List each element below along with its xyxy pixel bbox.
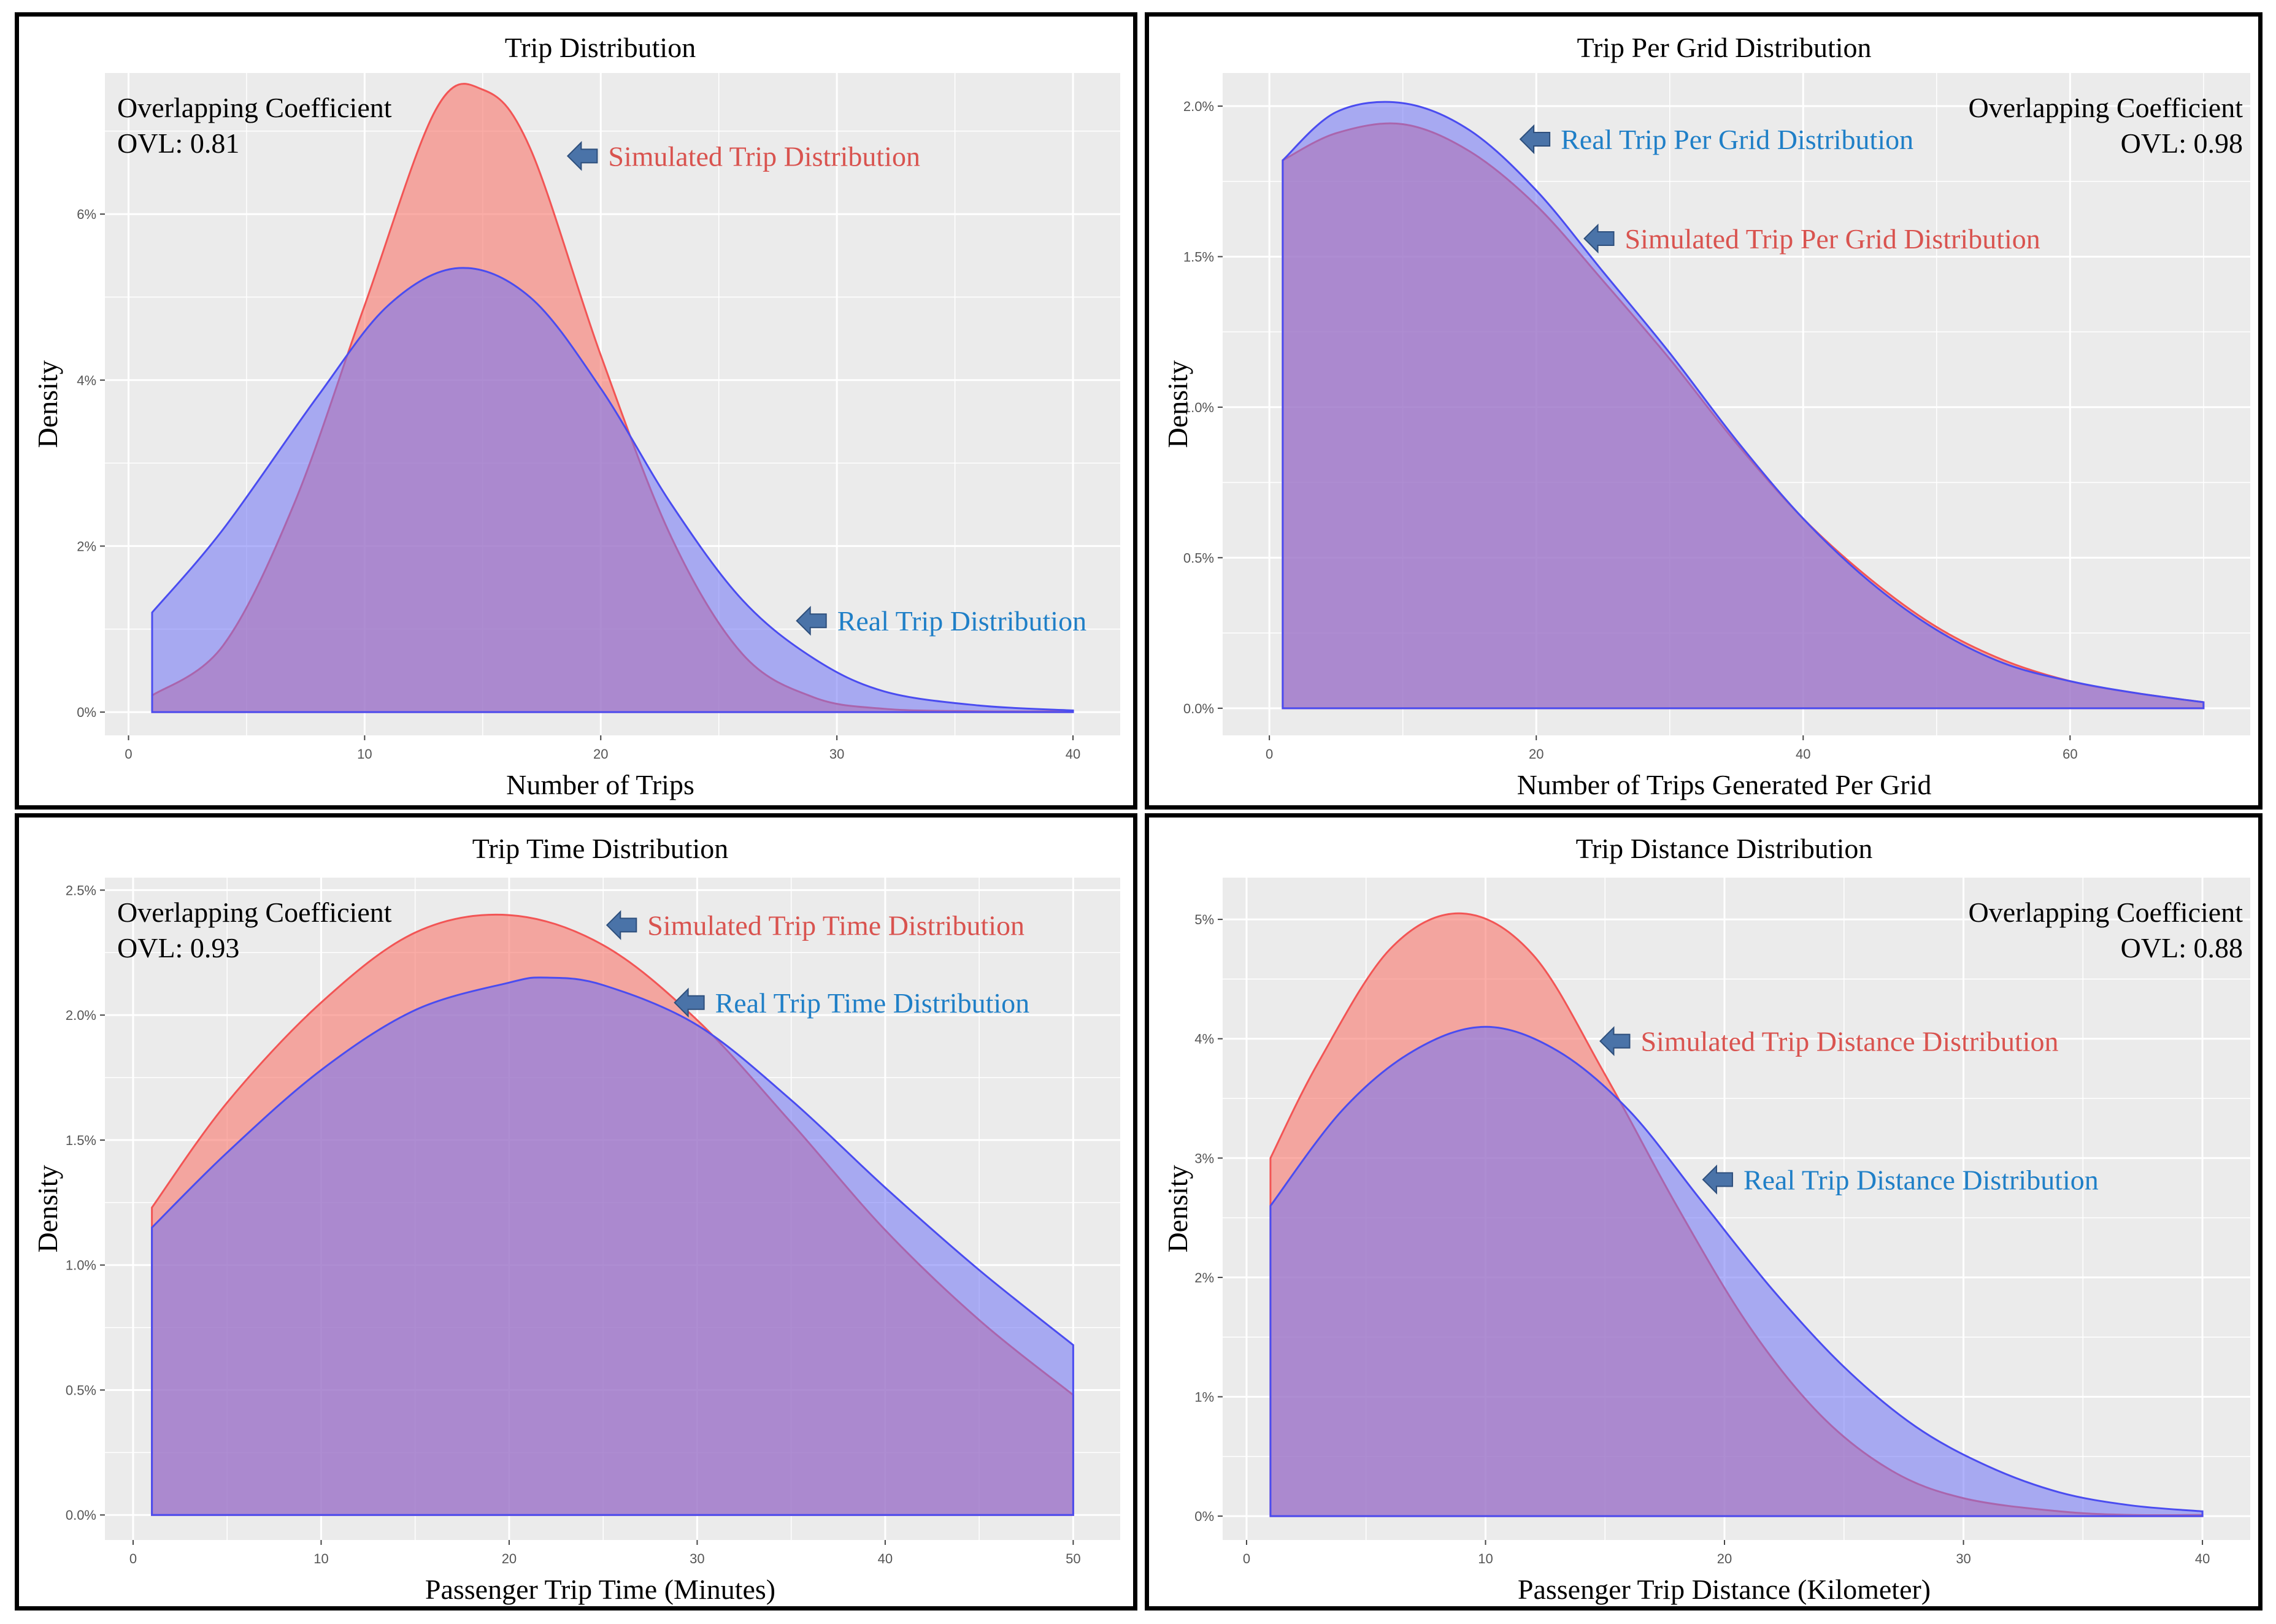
y-axis-label: Density	[1162, 360, 1193, 448]
x-tick-label: 50	[1066, 1551, 1080, 1566]
y-axis-label: Density	[32, 360, 63, 448]
annotation-real-trip-time-distribution: Real Trip Time Distribution	[715, 987, 1030, 1019]
x-tick-label: 40	[1066, 746, 1080, 762]
x-tick-label: 10	[1478, 1551, 1493, 1566]
annotation-real-trip-per-grid-distribution: Real Trip Per Grid Distribution	[1561, 124, 1913, 155]
chart-title: Trip Time Distribution	[472, 833, 729, 864]
y-tick-label: 0.5%	[1183, 550, 1214, 565]
chart-title: Trip Distribution	[505, 32, 696, 63]
arrow-icon	[606, 910, 637, 940]
y-tick-label: 1.0%	[1183, 400, 1214, 415]
series-area-real-trip-time-distribution	[151, 976, 1074, 1516]
x-tick-label: 60	[2063, 746, 2077, 762]
x-tick-label: 0	[1243, 1551, 1250, 1566]
x-tick-label: 30	[690, 1551, 704, 1566]
arrow-icon	[1519, 124, 1551, 155]
arrow-icon	[1583, 223, 1615, 254]
arrow-icon	[674, 987, 705, 1018]
series-area-real-trip-per-grid-distribution	[1282, 101, 2205, 710]
x-tick-label: 0	[1266, 746, 1273, 762]
arrow-icon	[566, 140, 598, 171]
ovl-heading: Overlapping Coefficient	[1968, 897, 2243, 928]
y-tick-label: 0.0%	[1183, 701, 1214, 716]
x-tick-label: 20	[1717, 1551, 1732, 1566]
chart-trip-time-distribution: 0 10 20 30 40 50 0.0% 0.5% 1.0% 1.5% 2.0% 2.5% Trip …	[32, 833, 1120, 1605]
y-tick-label: 0%	[77, 705, 96, 720]
y-tick-label: 1.5%	[66, 1133, 96, 1148]
chart-panel-trip-distribution: 0 10 20 30 40 0% 2% 4% 6% Trip Distribution Number…	[15, 12, 1137, 810]
y-tick-label: 2.0%	[66, 1008, 96, 1023]
y-tick-label: 1.0%	[66, 1258, 96, 1273]
ovl-value: OVL: 0.98	[2121, 128, 2243, 159]
x-tick-label: 40	[1796, 746, 1810, 762]
x-tick-label: 30	[1956, 1551, 1970, 1566]
y-tick-label: 2%	[1194, 1270, 1214, 1285]
x-axis-label: Number of Trips Generated Per Grid	[1517, 769, 1932, 800]
annotation-simulated-trip-per-grid-distribution: Simulated Trip Per Grid Distribution	[1625, 223, 2040, 255]
chart-trip-per-grid-distribution: 0 20 40 60 0.0% 0.5% 1.0% 1.5% 2.0% Trip Per Grid…	[1162, 32, 2250, 800]
annotation-simulated-trip-distance-distribution: Simulated Trip Distance Distribution	[1640, 1026, 2058, 1057]
annotation-real-trip-distribution: Real Trip Distribution	[837, 605, 1086, 637]
ovl-heading: Overlapping Coefficient	[117, 897, 392, 928]
chart-panel-trip-per-grid-distribution: 0 20 40 60 0.0% 0.5% 1.0% 1.5% 2.0% Trip Per Grid…	[1145, 12, 2263, 810]
chart-title: Trip Per Grid Distribution	[1577, 32, 1871, 63]
series-area-real-trip-distribution	[151, 267, 1074, 713]
x-tick-label: 40	[2195, 1551, 2210, 1566]
ovl-value: OVL: 0.81	[117, 128, 239, 159]
x-axis-label: Number of Trips	[506, 769, 694, 800]
y-tick-label: 1%	[1194, 1389, 1214, 1404]
y-tick-label: 1.5%	[1183, 249, 1214, 264]
x-tick-label: 30	[829, 746, 844, 762]
ovl-heading: Overlapping Coefficient	[117, 92, 392, 123]
y-tick-label: 4%	[77, 373, 96, 388]
y-tick-label: 0%	[1194, 1509, 1214, 1524]
arrow-icon	[1599, 1026, 1631, 1057]
annotation-simulated-trip-time-distribution: Simulated Trip Time Distribution	[647, 910, 1025, 941]
chart-trip-distribution: 0 10 20 30 40 0% 2% 4% 6% Trip Distribution Number…	[32, 32, 1120, 800]
y-tick-label: 2%	[77, 538, 96, 554]
arrow-icon	[1702, 1164, 1733, 1195]
x-tick-label: 40	[878, 1551, 893, 1566]
y-tick-label: 5%	[1194, 912, 1214, 927]
x-tick-label: 10	[357, 746, 372, 762]
y-tick-label: 6%	[77, 207, 96, 222]
chart-title: Trip Distance Distribution	[1576, 833, 1873, 864]
x-tick-label: 10	[313, 1551, 328, 1566]
x-axis-label: Passenger Trip Time (Minutes)	[425, 1574, 775, 1605]
y-tick-label: 2.5%	[66, 883, 96, 898]
arrow-icon	[796, 605, 827, 636]
chart-trip-distance-distribution: 0 10 20 30 40 0% 1% 2% 3% 4% 5% Trip Distance Distr…	[1162, 833, 2250, 1605]
y-tick-label: 4%	[1194, 1032, 1214, 1047]
y-tick-label: 2.0%	[1183, 99, 1214, 114]
x-tick-label: 20	[593, 746, 608, 762]
annotation-real-trip-distance-distribution: Real Trip Distance Distribution	[1744, 1164, 2099, 1195]
x-tick-label: 0	[125, 746, 132, 762]
y-axis-label: Density	[1162, 1165, 1193, 1252]
ovl-heading: Overlapping Coefficient	[1968, 92, 2243, 123]
annotation-simulated-trip-distribution: Simulated Trip Distribution	[608, 140, 920, 172]
x-tick-label: 20	[502, 1551, 517, 1566]
x-axis-label: Passenger Trip Distance (Kilometer)	[1518, 1574, 1931, 1605]
series-area-real-trip-distance-distribution	[1269, 1025, 2204, 1517]
y-tick-label: 0.5%	[66, 1382, 96, 1398]
x-tick-label: 0	[129, 1551, 137, 1566]
y-tick-label: 0.0%	[66, 1507, 96, 1523]
ovl-value: OVL: 0.88	[2121, 932, 2243, 963]
chart-panel-trip-distance-distribution: 0 10 20 30 40 0% 1% 2% 3% 4% 5% Trip Distance Distr…	[1145, 813, 2263, 1611]
y-tick-label: 3%	[1194, 1151, 1214, 1166]
ovl-value: OVL: 0.93	[117, 932, 239, 963]
y-axis-label: Density	[32, 1165, 63, 1252]
chart-panel-trip-time-distribution: 0 10 20 30 40 50 0.0% 0.5% 1.0% 1.5% 2.0% 2.5% Trip …	[15, 813, 1137, 1611]
x-tick-label: 20	[1529, 746, 1544, 762]
